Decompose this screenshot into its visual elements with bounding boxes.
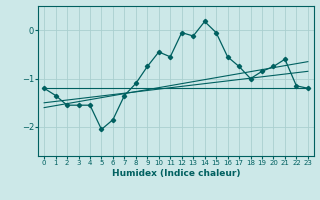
X-axis label: Humidex (Indice chaleur): Humidex (Indice chaleur) — [112, 169, 240, 178]
